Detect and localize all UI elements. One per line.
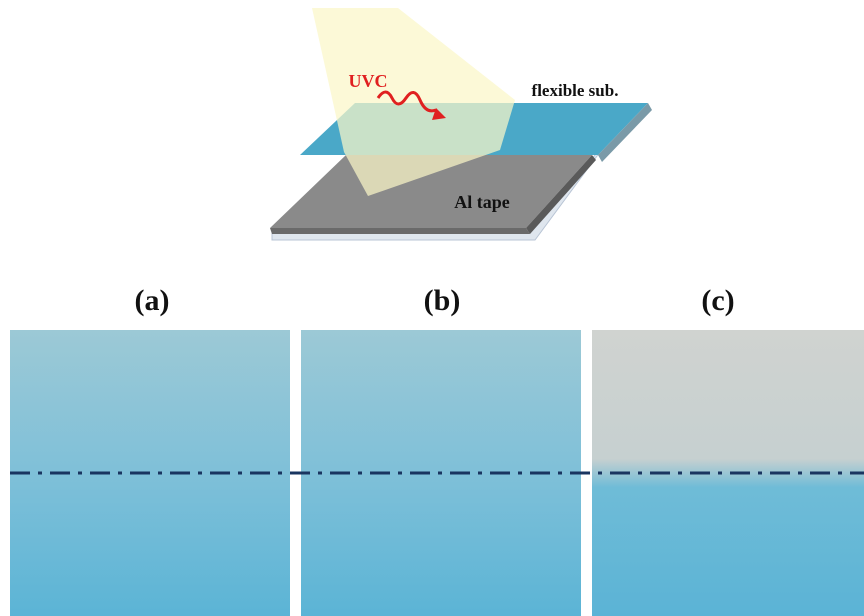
panel-label: (c) — [701, 284, 734, 317]
substrate-label: flexible sub. — [532, 81, 619, 100]
panel-label: (a) — [135, 284, 170, 317]
figure: UVC flexible sub. Al tape (a) (b) (c) — [0, 0, 864, 616]
uv-label: UVC — [349, 71, 388, 91]
schematic: UVC flexible sub. Al tape — [270, 8, 652, 240]
tape-label: Al tape — [454, 192, 510, 212]
panels: (a) (b) (c) — [10, 284, 864, 616]
al-tape-front — [270, 228, 530, 234]
panel-label: (b) — [424, 284, 461, 317]
